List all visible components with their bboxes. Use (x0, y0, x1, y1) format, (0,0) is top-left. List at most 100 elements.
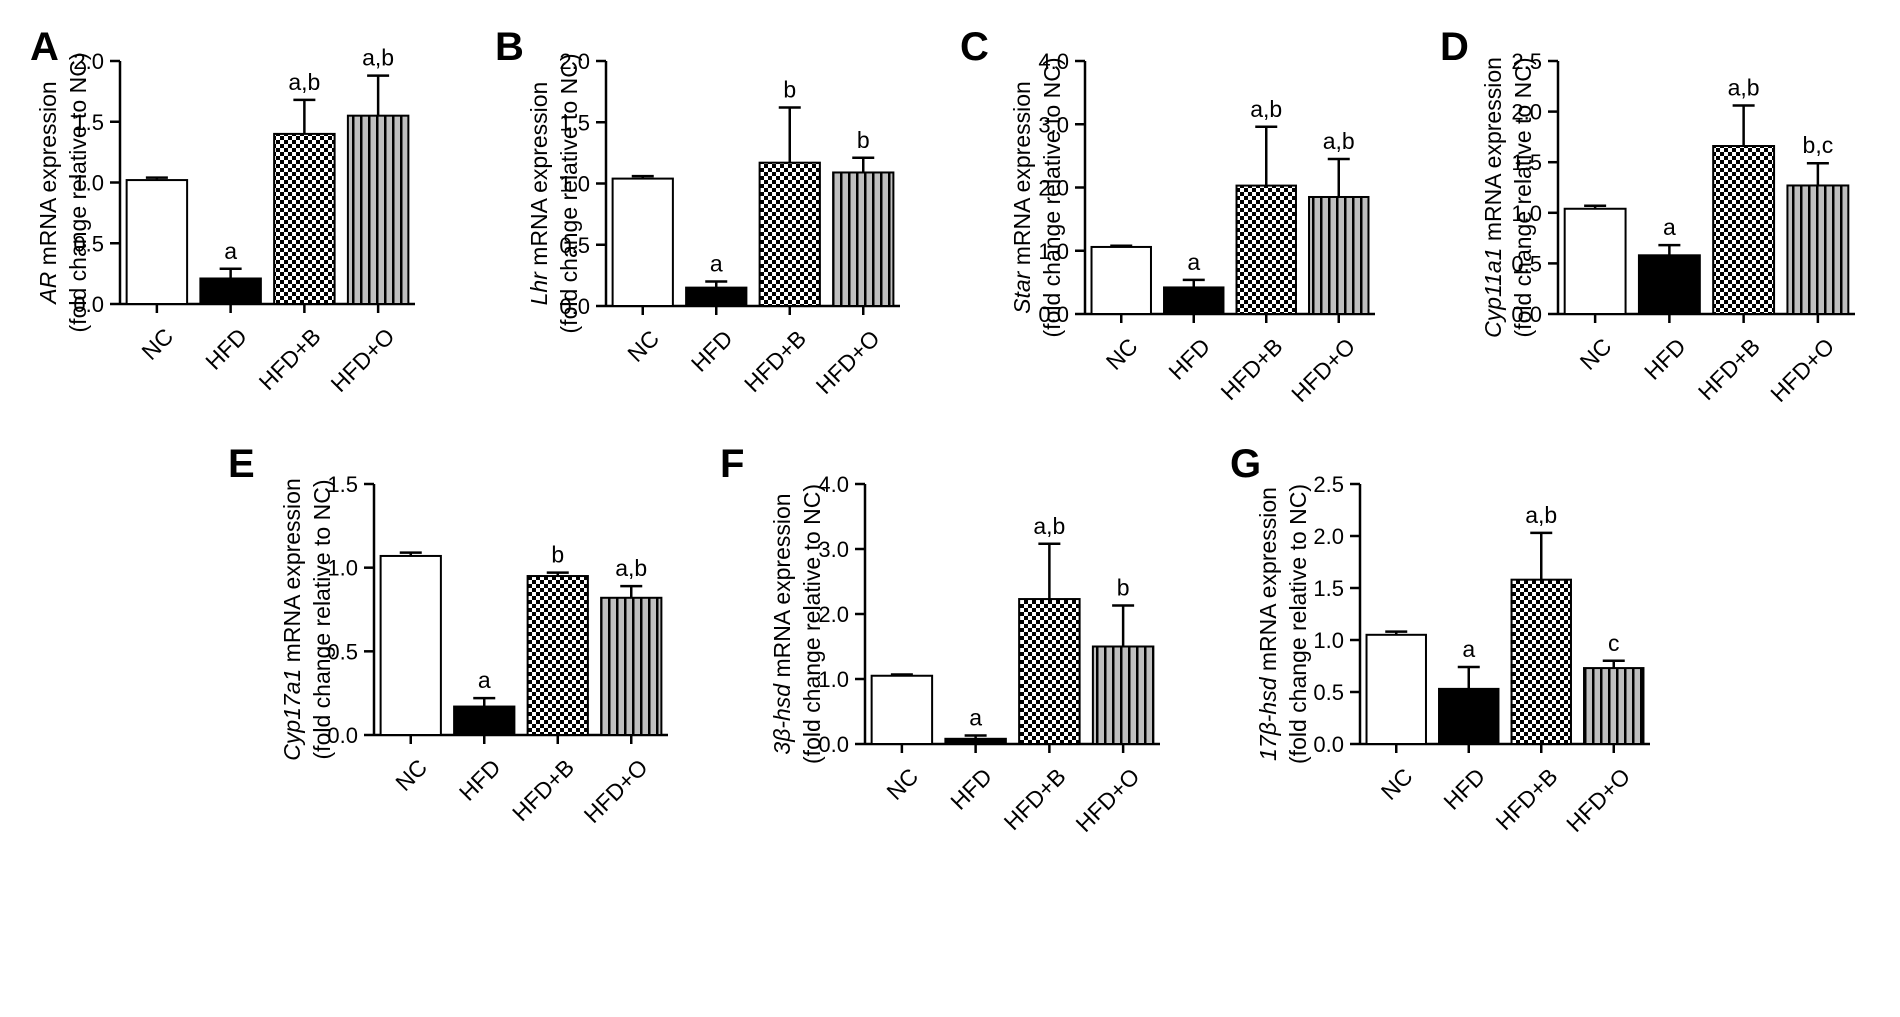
panel-g-ylabel-sub: (fold change relative to NC) (1285, 484, 1311, 764)
panel-f-letter: F (720, 442, 744, 486)
panel-a-ylabel-sub: (fold change relative to NC) (65, 53, 91, 333)
panel-g-sig-hfd: a (1462, 636, 1475, 662)
panel-g-letter: G (1230, 442, 1261, 486)
panel-d-category-nc: NC (1575, 333, 1617, 375)
panel-a-letter: A (30, 25, 59, 69)
panel-a-bar-hfd (199, 277, 262, 305)
panel-g-ytick-label: 1.5 (1313, 576, 1344, 601)
panel-c-sig-hfd: a (1187, 249, 1200, 275)
panel-g-sig-hfd-b: a,b (1525, 502, 1557, 528)
panel-g-bar-hfd-o (1583, 667, 1645, 746)
panel-a: A AR mRNA expression (fold change relative… (30, 25, 415, 397)
panel-f-ylabel-rest: mRNA expression (769, 493, 795, 683)
panel-e-ylabel-sub: (fold change relative to NC) (309, 480, 335, 760)
panel-b-category-nc: NC (622, 325, 664, 367)
panel-b-ylabel-gene: Lhr (526, 271, 552, 306)
panel-b-bar-hfd-b (758, 161, 821, 307)
panel-e-ytick-label: 0.5 (327, 639, 358, 664)
panel-b-category-hfd-b: HFD+B (739, 325, 811, 397)
panel-d-category-hfd-b: HFD+B (1693, 333, 1765, 405)
panel-c-bar-nc (1090, 245, 1152, 315)
panel-b-ylabel-sub: (fold change relative to NC) (556, 54, 582, 334)
panel-d-ytick-label: 0.0 (1511, 302, 1542, 327)
panel-d-bar-hfd-o (1786, 184, 1850, 315)
panel-f-sig-hfd-b: a,b (1033, 513, 1065, 539)
panel-g-ylabel-gene: 17β-hsd (1255, 676, 1281, 761)
panel-d-category-hfd: HFD (1639, 333, 1691, 385)
panel-c-bar-hfd-b (1235, 184, 1297, 315)
panel-b-ylabel-rest: mRNA expression (526, 82, 552, 272)
panel-g-bar-nc (1365, 633, 1427, 745)
panel-f-ytick-label: 4.0 (818, 472, 849, 497)
panel-a-bar-nc (125, 179, 189, 306)
panel-f-ytick-label: 0.0 (818, 732, 849, 757)
panel-d-bar-hfd (1637, 254, 1701, 315)
panel-b-sig-hfd-b: b (783, 77, 796, 103)
panel-g-ytick-label: 0.5 (1313, 680, 1344, 705)
panel-b-ytick-label: 1.0 (559, 172, 590, 197)
panel-c-bar-hfd (1163, 286, 1225, 315)
panel-c: C Star mRNA expression (fold change relati… (960, 25, 1375, 407)
panel-c-ytick-label: 1.0 (1038, 239, 1069, 264)
panel-b-category-hfd: HFD (686, 325, 738, 377)
panel-e-letter: E (228, 442, 255, 486)
panel-c-ytick-label: 2.0 (1038, 176, 1069, 201)
panel-f-bar-nc (870, 674, 934, 745)
panel-d-letter: D (1440, 25, 1469, 69)
panel-f-bar-hfd-o (1091, 645, 1155, 745)
panel-g-bar-hfd-b (1510, 578, 1572, 745)
panel-a-category-hfd-o: HFD+O (326, 323, 400, 397)
panel-e-ytick-label: 0.0 (327, 723, 358, 748)
panel-f-sig-hfd-o: b (1117, 575, 1130, 601)
panel-e-category-hfd-b: HFD+B (507, 754, 579, 826)
panel-a-bar-hfd-b (273, 132, 336, 305)
panel-f-ylabel-sub: (fold change relative to NC) (799, 484, 825, 764)
panel-c-ylabel-rest: mRNA expression (1009, 81, 1035, 271)
panel-g-sig-hfd-o: c (1608, 630, 1620, 656)
panel-b-ytick-label: 1.5 (559, 110, 590, 135)
panel-d-sig-hfd-o: b,c (1803, 132, 1834, 158)
panel-g: G 17β-hsd mRNA expression (fold change rel… (1230, 442, 1650, 837)
panel-g-bar-hfd (1438, 687, 1500, 746)
panel-d-ylabel: Cyp11a1 mRNA expression (1480, 57, 1506, 338)
panel-a-sig-hfd: a (224, 238, 237, 264)
panel-d-sig-hfd: a (1663, 214, 1676, 240)
panel-b-ytick-label: 0.5 (559, 233, 590, 258)
panel-d-ytick-label: 2.0 (1511, 100, 1542, 125)
panel-e-sig-hfd-b: b (551, 542, 564, 568)
panel-g-category-hfd-o: HFD+O (1561, 763, 1635, 837)
panel-g-category-hfd-b: HFD+B (1491, 763, 1563, 835)
panel-a-ylabel-rest: mRNA expression (35, 81, 61, 271)
panel-g-ytick-label: 2.5 (1313, 472, 1344, 497)
panel-e-ytick-label: 1.0 (327, 556, 358, 581)
panel-f-category-nc: NC (881, 763, 923, 805)
panel-c-ylabel-sub: (fold change relative to NC) (1039, 58, 1065, 338)
panel-g-ytick-label: 2.0 (1313, 524, 1344, 549)
panel-d-bar-hfd-b (1712, 145, 1776, 315)
panel-a-category-hfd-b: HFD+B (254, 323, 326, 395)
panel-d-ylabel-sub: (fold change relative to NC) (1510, 58, 1536, 338)
panel-f-ylabel: 3β-hsd mRNA expression (769, 493, 795, 754)
panel-f: F 3β-hsd mRNA expression (fold change rela… (720, 442, 1160, 837)
panel-c-ytick-label: 0.0 (1038, 302, 1069, 327)
panel-b-bar-nc (611, 177, 674, 308)
panel-d-sig-hfd-b: a,b (1728, 75, 1760, 101)
panel-f-ytick-label: 2.0 (818, 602, 849, 627)
panel-e-ytick-label: 1.5 (327, 472, 358, 497)
panel-c-ytick-label: 3.0 (1038, 112, 1069, 137)
panel-d: D Cyp11a1 mRNA expression (fold change rel… (1440, 25, 1855, 407)
panel-e-ylabel-gene: Cyp17a1 (279, 669, 305, 761)
panel-g-ylabel-rest: mRNA expression (1255, 487, 1281, 677)
panel-d-bar-nc (1563, 207, 1627, 315)
panel-b-category-hfd-o: HFD+O (811, 325, 885, 399)
panel-f-category-hfd-b: HFD+B (999, 763, 1071, 835)
panel-e-bar-hfd (453, 705, 516, 737)
panel-c-category-hfd: HFD (1163, 333, 1215, 385)
panel-d-ytick-label: 1.5 (1511, 150, 1542, 175)
panel-f-ytick-label: 3.0 (818, 537, 849, 562)
panel-b-bar-hfd (685, 286, 748, 307)
panel-d-ytick-label: 1.0 (1511, 201, 1542, 226)
panel-e-bar-hfd-b (526, 575, 589, 736)
panel-a-bar-hfd-o (346, 114, 410, 305)
